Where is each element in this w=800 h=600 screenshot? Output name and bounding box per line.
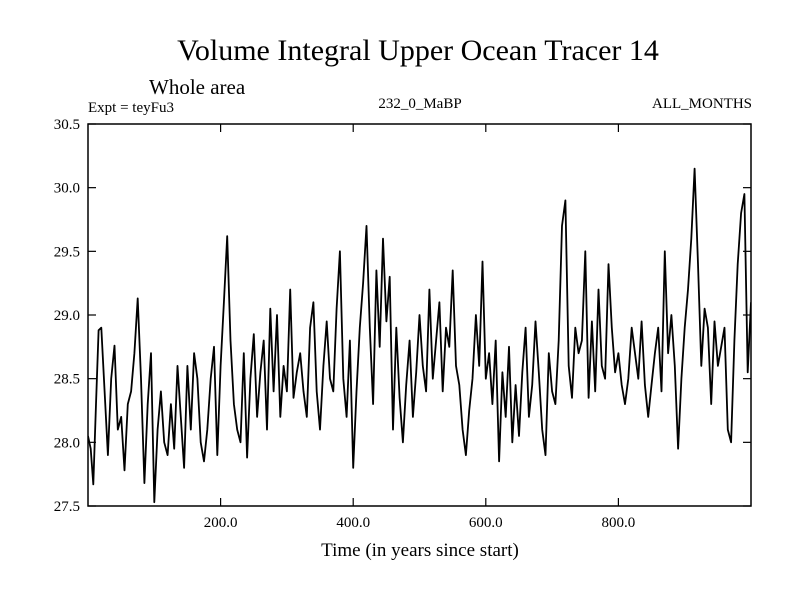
y-tick-label: 28.5 [54, 372, 80, 388]
y-tick-label: 27.5 [54, 499, 80, 515]
experiment-label: Expt = teyFu3 [88, 100, 174, 116]
y-tick-label: 28.0 [54, 435, 80, 451]
series-line [88, 167, 751, 504]
series-group [88, 167, 751, 504]
x-axis: 200.0 400.0 600.0 800.0 [204, 124, 636, 531]
chart-subtitle: Whole area [149, 75, 246, 99]
period-label: 232_0_MaBP [378, 96, 461, 112]
months-label: ALL_MONTHS [652, 96, 752, 112]
x-tick-label: 800.0 [602, 515, 636, 531]
y-axis: 27.5 28.0 28.5 29.0 29.5 30.0 30.5 [54, 117, 751, 515]
y-tick-label: 29.5 [54, 244, 80, 260]
x-tick-label: 400.0 [336, 515, 370, 531]
y-tick-label: 29.0 [54, 308, 80, 324]
x-tick-label: 200.0 [204, 515, 238, 531]
y-tick-label: 30.5 [54, 117, 80, 133]
y-tick-label: 30.0 [54, 181, 80, 197]
chart-title: Volume Integral Upper Ocean Tracer 14 [177, 34, 659, 67]
x-axis-label: Time (in years since start) [321, 540, 519, 561]
x-tick-label: 600.0 [469, 515, 503, 531]
